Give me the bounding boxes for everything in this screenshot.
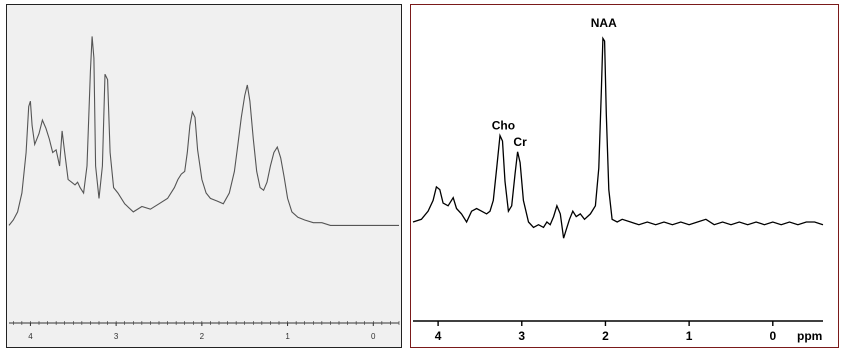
x-tick-label: 0 <box>371 332 376 341</box>
spectrum-line <box>412 36 824 239</box>
x-tick-label: 0 <box>769 329 776 343</box>
peak-label-cho: Cho <box>492 119 515 133</box>
x-tick-label: 2 <box>200 332 205 341</box>
left-spectrum-chart: 4 3 2 1 0 <box>8 36 400 341</box>
x-tick-label: 1 <box>285 332 290 341</box>
x-tick-label: 3 <box>114 332 119 341</box>
right-spectrum-panel: 4 3 2 1 0 ppm NAA Cho Cr <box>410 4 839 348</box>
peak-label-cr: Cr <box>513 135 527 149</box>
x-tick-label: 2 <box>602 329 609 343</box>
x-tick-label: 3 <box>518 329 525 343</box>
peak-label-naa: NAA <box>591 16 617 30</box>
x-tick-label: 4 <box>435 329 442 343</box>
x-tick-label: 4 <box>28 332 33 341</box>
right-spectrum-chart: 4 3 2 1 0 ppm NAA Cho Cr <box>412 16 824 343</box>
left-spectrum-panel: 4 3 2 1 0 <box>6 4 402 348</box>
x-tick-label: 1 <box>686 329 693 343</box>
spectrum-line <box>8 36 399 226</box>
x-axis-label: ppm <box>797 329 822 343</box>
